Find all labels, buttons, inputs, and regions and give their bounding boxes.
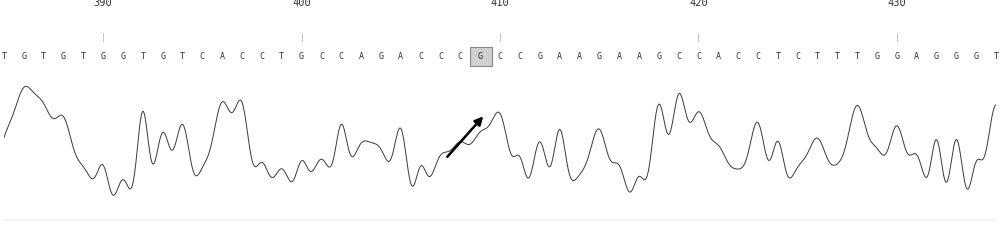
Text: A: A [220,52,225,61]
Text: C: C [259,52,264,61]
Text: G: G [120,52,125,61]
Text: C: C [795,52,800,61]
Text: 400: 400 [292,0,311,9]
Text: C: C [339,52,344,61]
Text: A: A [617,52,622,61]
Text: C: C [240,52,245,61]
Text: A: A [716,52,721,61]
Text: G: G [954,52,959,61]
Text: T: T [994,52,999,61]
Text: T: T [180,52,185,61]
Text: C: C [458,52,463,61]
Text: G: G [160,52,165,61]
Text: A: A [577,52,582,61]
Text: C: C [319,52,324,61]
Text: A: A [398,52,403,61]
Text: T: T [835,52,840,61]
Text: G: G [537,52,542,61]
Text: G: G [21,52,26,61]
Text: 410: 410 [491,0,509,9]
Text: T: T [855,52,860,61]
Text: T: T [775,52,780,61]
Text: G: G [974,52,979,61]
Text: G: G [478,52,483,61]
Text: A: A [359,52,364,61]
Text: C: C [517,52,522,61]
Text: C: C [676,52,681,61]
Text: A: A [914,52,919,61]
Text: C: C [418,52,423,61]
Text: G: G [934,52,939,61]
Text: G: G [894,52,899,61]
Text: 390: 390 [94,0,112,9]
Text: G: G [299,52,304,61]
Text: G: G [378,52,383,61]
Text: C: C [696,52,701,61]
Text: C: C [200,52,205,61]
Text: G: G [875,52,880,61]
Text: C: C [755,52,760,61]
Text: A: A [557,52,562,61]
Text: 420: 420 [689,0,708,9]
Text: 430: 430 [888,0,906,9]
Text: T: T [41,52,46,61]
Text: C: C [498,52,503,61]
Text: T: T [140,52,145,61]
FancyBboxPatch shape [470,47,492,66]
Text: A: A [636,52,641,61]
Text: G: G [597,52,602,61]
Text: T: T [815,52,820,61]
Text: C: C [736,52,741,61]
Text: C: C [438,52,443,61]
Text: G: G [656,52,661,61]
Text: G: G [101,52,106,61]
Text: T: T [1,52,6,61]
Text: T: T [279,52,284,61]
Text: T: T [81,52,86,61]
Text: G: G [61,52,66,61]
